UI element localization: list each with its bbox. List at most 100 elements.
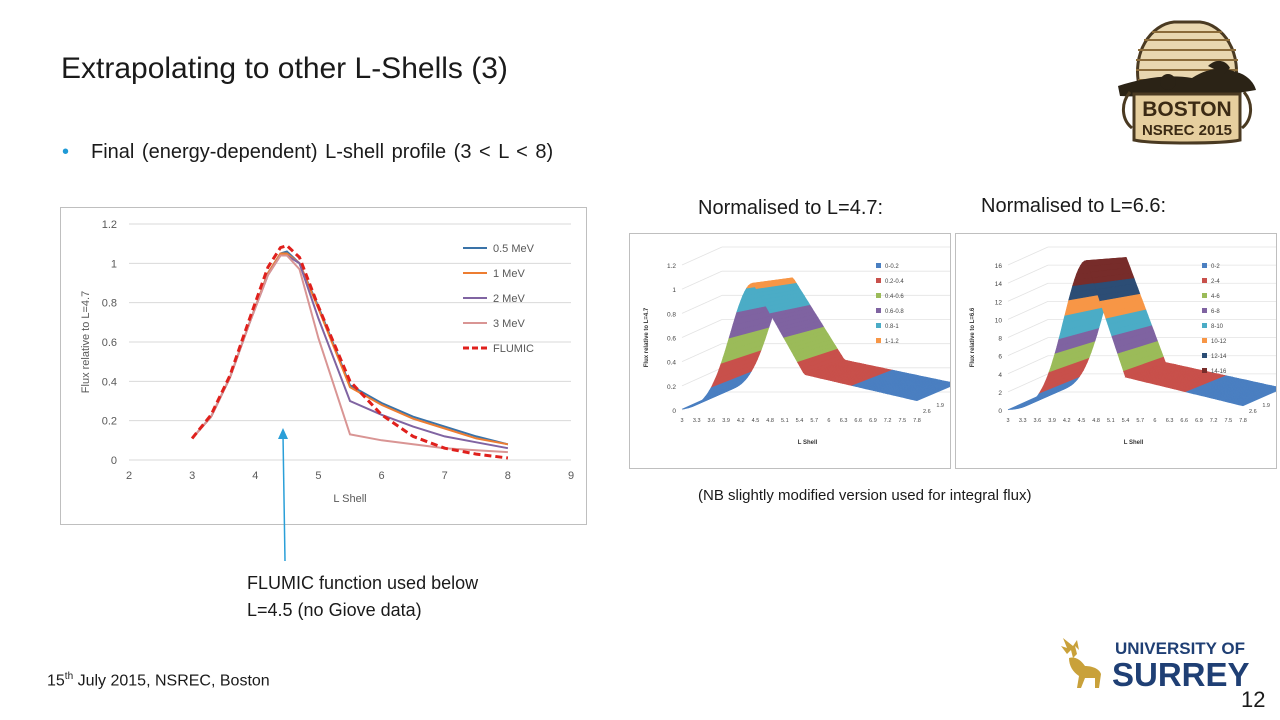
wall-gridline bbox=[681, 246, 723, 266]
legend-label: FLUMIC bbox=[493, 343, 534, 355]
x-tick-label: 6.3 bbox=[840, 418, 848, 424]
wall-gridline bbox=[681, 367, 723, 387]
y-tick-label: 0 bbox=[111, 455, 117, 467]
x-tick-label: 4.8 bbox=[1092, 418, 1100, 424]
surface-band-segment bbox=[1238, 387, 1280, 406]
x-tick-label: 7.8 bbox=[913, 418, 921, 424]
x-tick-label: 8 bbox=[505, 470, 511, 482]
legend-label: 2 MeV bbox=[493, 293, 525, 305]
y-tick-label: 0.8 bbox=[667, 311, 676, 318]
wall-gridline bbox=[1007, 337, 1049, 356]
y-tick-label: 1 bbox=[111, 258, 117, 270]
wall-gridline bbox=[681, 343, 723, 363]
y-tick-label: 8 bbox=[998, 336, 1002, 343]
y-tick-label: 2 bbox=[998, 390, 1002, 397]
legend-label: 1 MeV bbox=[493, 268, 525, 280]
legend-label: 0-2 bbox=[1211, 264, 1220, 270]
flumic-annotation-line2: L=4.5 (no Giove data) bbox=[247, 600, 422, 620]
boston-logo-line2: NSREC 2015 bbox=[1142, 122, 1232, 139]
caption-normalised-l66: Normalised to L=6.6: bbox=[981, 195, 1167, 217]
legend-swatch bbox=[1202, 323, 1207, 328]
z-tick-label: 2.6 bbox=[1249, 409, 1257, 415]
x-tick-label: 6.6 bbox=[854, 418, 862, 424]
legend-swatch bbox=[1202, 308, 1207, 313]
legend-swatch bbox=[876, 308, 881, 313]
footer-rest: July 2015, NSREC, Boston bbox=[73, 672, 270, 690]
z-tick-label: 1.9 bbox=[1262, 403, 1270, 409]
surrey-logo-line1: UNIVERSITY OF bbox=[1115, 639, 1245, 658]
x-tick-label: 3.6 bbox=[1034, 418, 1042, 424]
x-tick-label: 3.3 bbox=[693, 418, 701, 424]
x-tick-label: 5.7 bbox=[810, 418, 818, 424]
surface-chart-l66: 0 2 4 6 8 10 12 14 16 Flux relative to L=6.6 3 3.3 3… bbox=[955, 233, 1280, 469]
x-axis-title: L Shell bbox=[1124, 440, 1144, 446]
x-tick-label: 6 bbox=[1153, 418, 1156, 424]
x-tick-label: 6.9 bbox=[1195, 418, 1203, 424]
x-tick-label: 9 bbox=[568, 470, 574, 482]
wall-gridline bbox=[1007, 301, 1049, 320]
main-chart-svg: 0 0.2 0.4 0.6 0.8 1 1.2 2 3 4 5 6 7 8 9 L Shell Flux rel… bbox=[80, 219, 574, 505]
legend-label: 0-0.2 bbox=[885, 264, 899, 270]
x-tick-label: 7.2 bbox=[1210, 418, 1218, 424]
legend-label: 1-1.2 bbox=[885, 339, 899, 345]
wall-gridline bbox=[1007, 319, 1049, 338]
x-tick-label: 5.7 bbox=[1136, 418, 1144, 424]
x-tick-label: 4.5 bbox=[1078, 418, 1086, 424]
flumic-annotation: FLUMIC function used below L=4.5 (no Gio… bbox=[247, 570, 478, 624]
bullet-text: Final (energy-dependent) L-shell profile… bbox=[91, 141, 554, 163]
legend-swatch bbox=[1202, 278, 1207, 283]
legend-swatch bbox=[876, 323, 881, 328]
x-tick-label: 6 bbox=[827, 418, 830, 424]
y-tick-label: 0.6 bbox=[667, 336, 676, 343]
x-tick-label: 6.3 bbox=[1166, 418, 1174, 424]
y-tick-label: 14 bbox=[995, 281, 1003, 288]
y-tick-label: 6 bbox=[998, 354, 1002, 361]
x-tick-label: 6.6 bbox=[1180, 418, 1188, 424]
y-tick-label: 0.2 bbox=[102, 416, 117, 428]
legend-swatch bbox=[1202, 293, 1207, 298]
surface-chart-l47-svg: 0 0.2 0.4 0.6 0.8 1 1.2 Flux relative to L=4.7 3… bbox=[644, 246, 971, 446]
legend-swatch bbox=[876, 278, 881, 283]
annotation-arrow-icon bbox=[278, 428, 288, 562]
y-tick-label: 0 bbox=[672, 408, 676, 415]
x-tick-label: 7.2 bbox=[884, 418, 892, 424]
x-tick-label: 7 bbox=[442, 470, 448, 482]
x-tick-label: 4.8 bbox=[766, 418, 774, 424]
z-tick-label: 2.6 bbox=[923, 409, 931, 415]
slide-title: Extrapolating to other L-Shells (3) bbox=[61, 52, 508, 85]
x-tick-label: 5.1 bbox=[1107, 418, 1115, 424]
x-tick-label: 7.5 bbox=[898, 418, 906, 424]
legend-label: 12-14 bbox=[1211, 354, 1227, 360]
legend-label: 0.5 MeV bbox=[493, 243, 535, 255]
wall-gridline bbox=[1007, 282, 1049, 302]
y-axis-title: Flux relative to L=4.7 bbox=[80, 291, 92, 393]
university-of-surrey-logo: UNIVERSITY OF SURREY bbox=[1061, 638, 1250, 693]
footer-sup: th bbox=[64, 671, 74, 682]
x-axis-title: L Shell bbox=[333, 493, 366, 505]
surface-band-segment bbox=[1240, 387, 1280, 407]
x-tick-label: 5.1 bbox=[781, 418, 789, 424]
wall-gridline bbox=[681, 319, 723, 338]
legend-label: 2-4 bbox=[1211, 279, 1220, 285]
legend-swatch bbox=[876, 293, 881, 298]
legend-swatch bbox=[876, 263, 881, 268]
y-tick-label: 10 bbox=[995, 317, 1003, 324]
wall-gridline bbox=[1007, 355, 1049, 375]
surrey-logo-line2: SURREY bbox=[1112, 656, 1250, 693]
nb-note: (NB slightly modified version used for i… bbox=[698, 487, 1032, 504]
legend-label: 8-10 bbox=[1211, 324, 1224, 330]
legend-swatch bbox=[1202, 263, 1207, 268]
x-tick-label: 6 bbox=[379, 470, 385, 482]
page-number: 12 bbox=[1241, 687, 1266, 712]
x-tick-label: 4.2 bbox=[737, 418, 745, 424]
boston-logo-line1: BOSTON bbox=[1142, 98, 1231, 121]
x-tick-label: 3 bbox=[680, 418, 683, 424]
y-tick-label: 0.8 bbox=[102, 298, 117, 310]
legend-label: 0.8-1 bbox=[885, 324, 899, 330]
legend-swatch bbox=[876, 338, 881, 343]
y-tick-label: 4 bbox=[998, 372, 1002, 379]
bullet-item: • Final (energy-dependent) L-shell profil… bbox=[62, 141, 553, 164]
y-axis-title: Flux relative to L=6.6 bbox=[970, 307, 976, 367]
y-tick-label: 12 bbox=[995, 299, 1003, 306]
x-tick-label: 7.8 bbox=[1239, 418, 1247, 424]
